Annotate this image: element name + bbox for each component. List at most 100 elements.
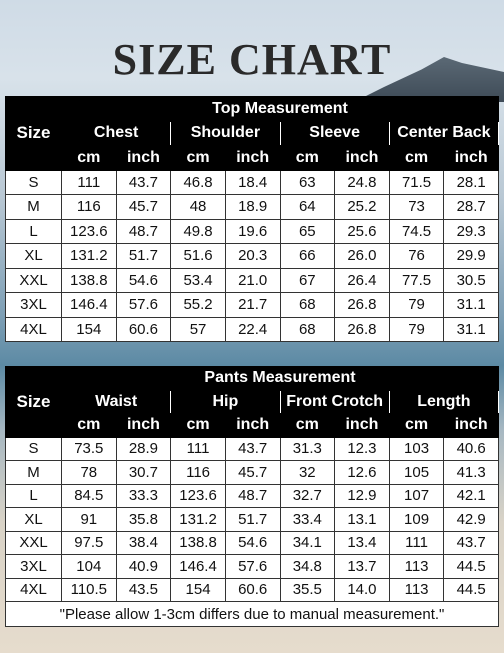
measurement-cell: 40.9 <box>115 554 172 579</box>
group-header: Hip <box>170 389 281 414</box>
measurement-cell: 33.4 <box>279 507 336 532</box>
unit-header: cm <box>61 145 117 171</box>
measurement-cell: 107 <box>388 483 445 508</box>
measurement-cell: 20.3 <box>224 243 281 269</box>
measurement-cell: 110.5 <box>61 577 117 602</box>
unit-header: cm <box>279 145 336 171</box>
measurement-cell: 33.3 <box>115 483 172 508</box>
group-header: Shoulder <box>170 120 281 146</box>
size-cell: 4XL <box>5 316 62 342</box>
group-header: Waist <box>60 389 172 414</box>
measurement-cell: 111 <box>61 169 117 195</box>
table-row: XL 131.2 51.7 51.6 20.3 66 26.0 76 29.9 <box>5 243 499 269</box>
measurement-cell: 45.7 <box>115 194 172 220</box>
measurement-cell: 71.5 <box>388 169 445 195</box>
measurement-cell: 104 <box>61 554 117 579</box>
measurement-cell: 43.7 <box>115 169 172 195</box>
group-header: Chest <box>60 120 172 146</box>
unit-header: inch <box>115 145 172 171</box>
unit-header: inch <box>224 413 281 438</box>
group-header: Center Back <box>388 120 500 146</box>
measurement-cell: 43.7 <box>224 436 281 461</box>
measurement-cell: 131.2 <box>170 507 226 532</box>
measurement-cell: 68 <box>279 292 336 318</box>
size-cell: S <box>5 436 62 461</box>
unit-header: inch <box>334 145 390 171</box>
measurement-cell: 123.6 <box>170 483 226 508</box>
section-title: Pants Measurement <box>61 366 499 391</box>
measurement-cell: 138.8 <box>170 530 226 555</box>
table-row: L 123.6 48.7 49.8 19.6 65 25.6 74.5 29.3 <box>5 218 499 244</box>
size-header: Size <box>5 96 62 171</box>
measurement-cell: 48 <box>170 194 226 220</box>
size-cell: 3XL <box>5 292 62 318</box>
measurement-cell: 13.1 <box>334 507 390 532</box>
measurement-cell: 123.6 <box>61 218 117 244</box>
table-row: 3XL 104 40.9 146.4 57.6 34.8 13.7 113 44.5 <box>5 554 499 579</box>
measurement-cell: 55.2 <box>170 292 226 318</box>
table-row: S 111 43.7 46.8 18.4 63 24.8 71.5 28.1 <box>5 169 499 195</box>
size-cell: 4XL <box>5 577 62 602</box>
unit-header: inch <box>443 413 499 438</box>
measurement-cell: 78 <box>61 460 117 485</box>
measurement-cell: 66 <box>279 243 336 269</box>
measurement-cell: 63 <box>279 169 336 195</box>
measurement-cell: 111 <box>388 530 445 555</box>
measurement-cell: 26.4 <box>334 267 390 293</box>
measurement-cell: 103 <box>388 436 445 461</box>
measurement-cell: 12.6 <box>334 460 390 485</box>
measurement-cell: 116 <box>170 460 226 485</box>
measurement-cell: 35.8 <box>115 507 172 532</box>
measurement-cell: 57.6 <box>115 292 172 318</box>
measurement-cell: 138.8 <box>61 267 117 293</box>
measurement-cell: 73.5 <box>61 436 117 461</box>
measurement-cell: 18.4 <box>224 169 281 195</box>
size-header: Size <box>5 366 62 438</box>
unit-header: inch <box>334 413 390 438</box>
table-row: M 78 30.7 116 45.7 32 12.6 105 41.3 <box>5 460 499 485</box>
section-title: Top Measurement <box>61 96 499 122</box>
unit-header: inch <box>443 145 499 171</box>
group-header: Sleeve <box>279 120 390 146</box>
unit-header: inch <box>115 413 172 438</box>
unit-header: cm <box>388 413 445 438</box>
measurement-cell: 25.2 <box>334 194 390 220</box>
page-title: SIZE CHART <box>112 35 392 84</box>
measurement-cell: 109 <box>388 507 445 532</box>
measurement-cell: 154 <box>170 577 226 602</box>
measurement-cell: 146.4 <box>170 554 226 579</box>
table-row: XXL 97.5 38.4 138.8 54.6 34.1 13.4 111 43.7 <box>5 530 499 555</box>
measurement-cell: 113 <box>388 577 445 602</box>
measurement-note: "Please allow 1-3cm differs due to manua… <box>5 601 499 627</box>
measurement-cell: 31.1 <box>443 316 499 342</box>
size-cell: XL <box>5 243 62 269</box>
measurement-cell: 60.6 <box>224 577 281 602</box>
measurement-cell: 21.7 <box>224 292 281 318</box>
measurement-cell: 35.5 <box>279 577 336 602</box>
measurement-cell: 24.8 <box>334 169 390 195</box>
measurement-cell: 105 <box>388 460 445 485</box>
table-row: 4XL 154 60.6 57 22.4 68 26.8 79 31.1 <box>5 316 499 342</box>
measurement-cell: 30.5 <box>443 267 499 293</box>
size-cell: S <box>5 169 62 195</box>
size-cell: XL <box>5 507 62 532</box>
measurement-cell: 18.9 <box>224 194 281 220</box>
measurement-cell: 25.6 <box>334 218 390 244</box>
measurement-cell: 74.5 <box>388 218 445 244</box>
measurement-cell: 29.3 <box>443 218 499 244</box>
measurement-cell: 12.9 <box>334 483 390 508</box>
measurement-cell: 77.5 <box>388 267 445 293</box>
table-row: XXL 138.8 54.6 53.4 21.0 67 26.4 77.5 30.5 <box>5 267 499 293</box>
size-cell: XXL <box>5 267 62 293</box>
unit-header: inch <box>224 145 281 171</box>
measurement-cell: 22.4 <box>224 316 281 342</box>
table-row: M 116 45.7 48 18.9 64 25.2 73 28.7 <box>5 194 499 220</box>
measurement-cell: 49.8 <box>170 218 226 244</box>
unit-header: cm <box>170 413 226 438</box>
size-cell: L <box>5 483 62 508</box>
measurement-cell: 48.7 <box>224 483 281 508</box>
measurement-cell: 21.0 <box>224 267 281 293</box>
measurement-cell: 44.5 <box>443 554 499 579</box>
measurement-cell: 116 <box>61 194 117 220</box>
group-header: Length <box>388 389 500 414</box>
